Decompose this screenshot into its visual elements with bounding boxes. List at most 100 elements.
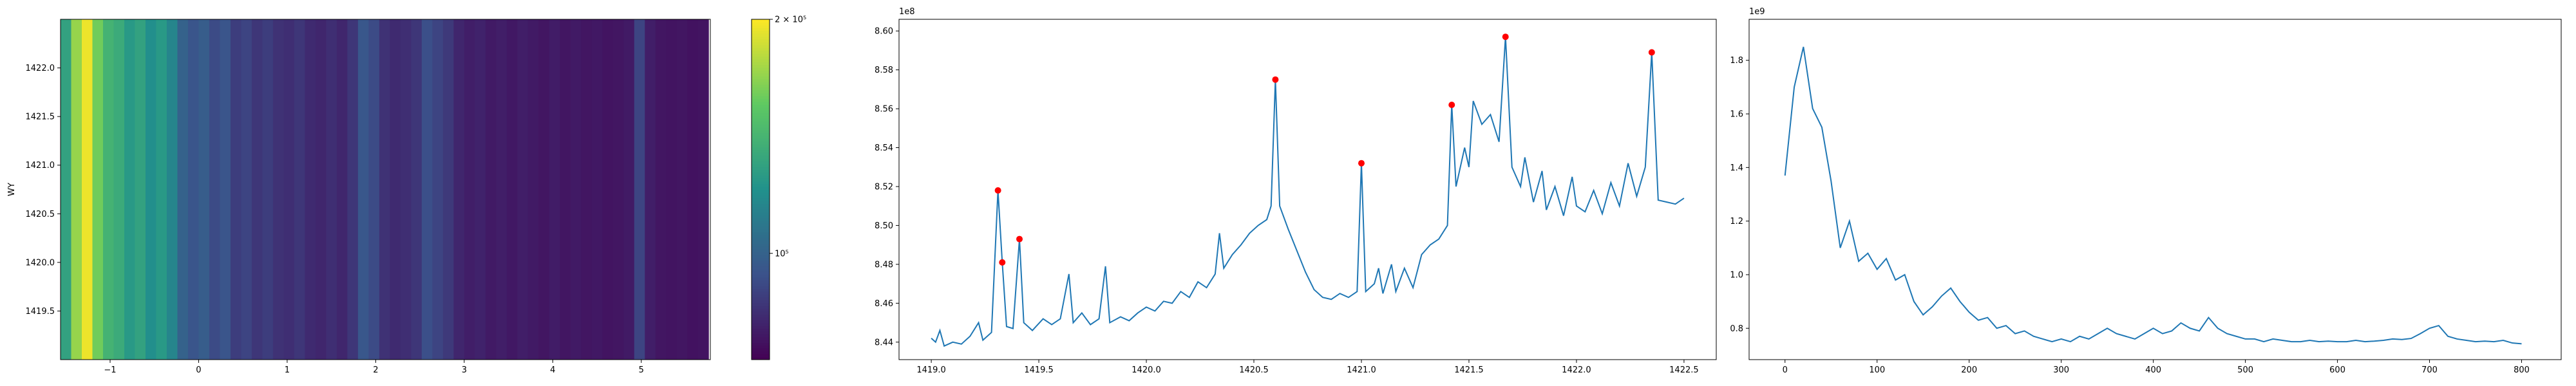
colorbar-segment — [752, 229, 770, 233]
x-tick-label: 400 — [2145, 365, 2161, 375]
colorbar-segment — [752, 143, 770, 147]
colorbar-segment — [752, 340, 770, 344]
colorbar-segment — [752, 64, 770, 68]
colorbar-segment — [752, 175, 770, 179]
colorbar-segment — [752, 223, 770, 227]
x-tick-label: 200 — [1961, 365, 1977, 375]
colorbar-segment — [752, 237, 770, 241]
colorbar-segment — [752, 172, 770, 176]
colorbar-segment — [752, 178, 770, 181]
heatmap-cell — [209, 19, 220, 360]
heatmap-cell — [177, 19, 189, 360]
colorbar-segment — [752, 167, 770, 170]
heatmap-cell — [549, 19, 560, 360]
heatmap-cell — [124, 19, 135, 360]
peak-marker — [1358, 160, 1365, 167]
heatmap-cell — [166, 19, 178, 360]
colorbar-segment — [752, 215, 770, 219]
colorbar-tick-label: 10⁵ — [775, 249, 789, 259]
colorbar-segment — [752, 84, 770, 88]
y-tick-label: 1421.5 — [26, 113, 55, 122]
heatmap-cell — [347, 19, 359, 360]
y-tick-label: 1419.5 — [26, 307, 55, 317]
x-tick-label: 1419.0 — [916, 365, 946, 375]
x-tick-label: 100 — [1869, 365, 1885, 375]
heatmap-cell — [81, 19, 93, 360]
heatmap-cell — [421, 19, 433, 360]
heatmap-cell — [326, 19, 337, 360]
colorbar-segment — [752, 268, 770, 272]
heatmap-cell — [485, 19, 497, 360]
colorbar-segment — [752, 189, 770, 193]
peak-marker — [1448, 102, 1455, 109]
peak-marker — [1502, 33, 1509, 41]
colorbar-segment — [752, 152, 770, 156]
heatmap-cell — [687, 19, 699, 360]
heatmap-cell — [400, 19, 412, 360]
x-tick-label: 800 — [2514, 365, 2530, 375]
colorbar-segment — [752, 30, 770, 34]
colorbar-segment — [752, 317, 770, 320]
x-tick-label: 2 — [373, 365, 378, 375]
heatmap-cell — [464, 19, 475, 360]
colorbar-segment — [752, 277, 770, 281]
heatmap-cell — [496, 19, 507, 360]
y-tick-label: 1420.0 — [26, 258, 55, 268]
x-tick-label: 4 — [550, 365, 555, 375]
y-offset-label: 1e8 — [899, 7, 915, 17]
y-tick-label: 1421.0 — [26, 161, 55, 170]
colorbar-segment — [752, 53, 770, 57]
colorbar-segment — [752, 19, 770, 23]
peak-marker — [1272, 76, 1279, 83]
x-tick-label: 3 — [462, 365, 467, 375]
axes-frame — [898, 19, 1717, 360]
colorbar-segment — [752, 300, 770, 304]
colorbar-segment — [752, 249, 770, 252]
heatmap-cell — [538, 19, 550, 360]
colorbar-segment — [752, 252, 770, 255]
peak-marker — [994, 187, 1001, 194]
heatmap-cell — [432, 19, 444, 360]
colorbar-segment — [752, 98, 770, 102]
heatmap-cell — [230, 19, 242, 360]
colorbar-segment — [752, 260, 770, 264]
colorbar-frame — [751, 19, 770, 360]
x-tick-label: 300 — [2053, 365, 2069, 375]
heatmap-cell — [113, 19, 125, 360]
y-tick-label: 1422.0 — [26, 64, 55, 73]
colorbar-segment — [752, 336, 770, 340]
y-tick-label: 0.8 — [1730, 324, 1743, 334]
colorbar-segment — [752, 235, 770, 238]
colorbar-segment — [752, 113, 770, 116]
colorbar-segment — [752, 342, 770, 346]
y-tick-label: 8.60 — [875, 27, 893, 37]
colorbar-segment — [752, 56, 770, 60]
heatmap-cell — [368, 19, 380, 360]
y-tick-label: 8.52 — [875, 182, 893, 192]
colorbar-segment — [752, 78, 770, 82]
line-series — [1784, 46, 2522, 345]
colorbar-segment — [752, 101, 770, 105]
heatmap-cell — [156, 19, 167, 360]
heatmap-cell — [506, 19, 518, 360]
colorbar-segment — [752, 274, 770, 278]
colorbar-segment — [752, 291, 770, 295]
colorbar-segment — [752, 124, 770, 128]
heatmap-cell — [92, 19, 104, 360]
colorbar-segment — [752, 107, 770, 111]
heatmap-cell — [379, 19, 390, 360]
colorbar-segment — [752, 48, 770, 51]
colorbar-segment — [752, 118, 770, 122]
heatmap-cell — [135, 19, 146, 360]
x-tick-label: 1421.0 — [1347, 365, 1376, 375]
heatmap-cell — [623, 19, 635, 360]
axes-frame — [60, 19, 711, 360]
y-tick-label: 1420.5 — [26, 210, 55, 219]
heatmap-cell — [676, 19, 688, 360]
heatmap-cell — [390, 19, 401, 360]
colorbar-segment — [752, 129, 770, 133]
colorbar-segment — [752, 306, 770, 309]
heatmap-cell — [315, 19, 327, 360]
colorbar-segment — [752, 201, 770, 205]
x-tick-label: −1 — [104, 365, 116, 375]
